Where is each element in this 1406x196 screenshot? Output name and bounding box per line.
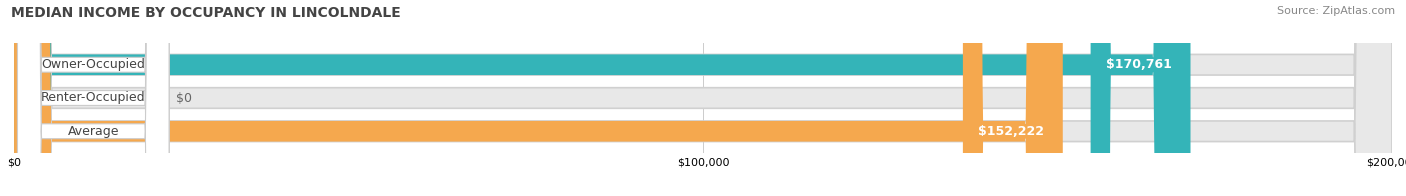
FancyBboxPatch shape [14, 0, 1392, 196]
FancyBboxPatch shape [963, 0, 1059, 196]
Text: MEDIAN INCOME BY OCCUPANCY IN LINCOLNDALE: MEDIAN INCOME BY OCCUPANCY IN LINCOLNDAL… [11, 6, 401, 20]
FancyBboxPatch shape [17, 0, 169, 196]
Text: Renter-Occupied: Renter-Occupied [41, 92, 146, 104]
FancyBboxPatch shape [14, 0, 1392, 196]
FancyBboxPatch shape [14, 0, 1191, 196]
FancyBboxPatch shape [14, 0, 1063, 196]
Text: $152,222: $152,222 [979, 125, 1045, 138]
Text: $170,761: $170,761 [1107, 58, 1171, 71]
Text: Owner-Occupied: Owner-Occupied [41, 58, 145, 71]
FancyBboxPatch shape [1091, 0, 1187, 196]
Text: Source: ZipAtlas.com: Source: ZipAtlas.com [1277, 6, 1395, 16]
FancyBboxPatch shape [14, 0, 1392, 196]
FancyBboxPatch shape [17, 0, 169, 196]
FancyBboxPatch shape [17, 0, 169, 196]
Text: $0: $0 [176, 92, 193, 104]
Text: Average: Average [67, 125, 120, 138]
